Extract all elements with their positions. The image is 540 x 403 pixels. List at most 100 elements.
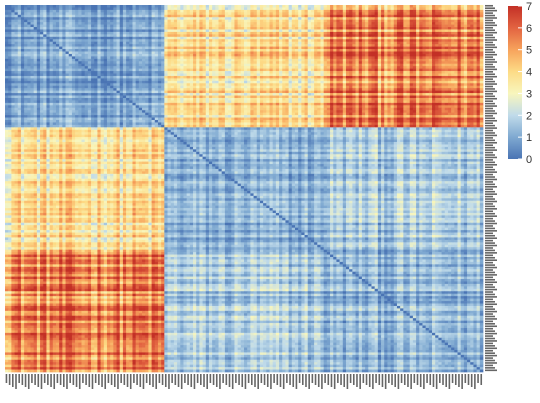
heatmap-cell — [208, 71, 213, 74]
heatmap-cell — [17, 5, 22, 8]
heatmap-cell — [314, 63, 318, 67]
heatmap-cell — [381, 61, 385, 65]
heatmap-cell — [457, 12, 462, 16]
heatmap-cell — [40, 78, 44, 82]
heatmap-cell — [145, 66, 149, 69]
heatmap-cell — [177, 56, 181, 60]
heatmap-cell — [409, 56, 414, 60]
heatmap-cell — [476, 75, 481, 79]
heatmap-cell — [199, 34, 203, 38]
heatmap-cell — [24, 51, 28, 55]
heatmap-cell — [129, 80, 133, 84]
heatmap-cell — [330, 61, 334, 65]
heatmap-cell — [304, 22, 309, 25]
heatmap-cell — [173, 56, 178, 60]
heatmap-cell — [349, 51, 353, 55]
heatmap-cell — [145, 36, 149, 40]
heatmap-cell — [479, 5, 484, 8]
heatmap-cell — [94, 85, 98, 89]
heatmap-cell — [266, 51, 270, 55]
heatmap-cell — [157, 51, 162, 55]
heatmap-cell — [87, 36, 92, 40]
heatmap-cell — [212, 73, 216, 77]
heatmap-cell — [180, 34, 184, 38]
heatmap-cell — [266, 73, 270, 77]
heatmap-cell — [177, 61, 181, 65]
heatmap-cell — [40, 61, 44, 65]
heatmap-cell — [425, 22, 430, 25]
heatmap-cell — [36, 78, 41, 82]
heatmap-cell — [365, 19, 369, 23]
heatmap-cell — [361, 49, 366, 52]
heatmap-cell — [390, 58, 395, 62]
heatmap-cell — [186, 41, 191, 45]
heatmap-cell — [342, 63, 347, 67]
heatmap-cell — [256, 36, 261, 40]
heatmap-cell — [342, 39, 347, 43]
heatmap-cell — [75, 36, 79, 40]
heatmap-cell — [65, 7, 70, 11]
heatmap-cell — [151, 9, 156, 13]
heatmap-cell — [339, 17, 344, 21]
heatmap-cell — [33, 27, 38, 30]
heatmap-cell — [470, 9, 474, 13]
heatmap-cell — [122, 66, 127, 69]
heatmap-cell — [266, 58, 270, 62]
heatmap-cell — [75, 49, 79, 52]
heatmap-cell — [291, 29, 296, 33]
heatmap-cell — [27, 7, 31, 11]
heatmap-cell — [59, 41, 63, 45]
heatmap-cell — [126, 53, 130, 57]
heatmap-cell — [358, 24, 363, 28]
heatmap-cell — [269, 49, 274, 52]
heatmap-cell — [106, 9, 111, 13]
heatmap-cell — [97, 34, 101, 38]
heatmap-cell — [269, 27, 274, 30]
heatmap-cell — [349, 71, 353, 74]
heatmap-cell — [349, 5, 353, 8]
heatmap-cell — [205, 31, 210, 35]
heatmap-cell — [317, 44, 321, 47]
heatmap-cell — [24, 66, 28, 69]
heatmap-cell — [24, 83, 28, 87]
heatmap-cell — [75, 58, 79, 62]
heatmap-cell — [330, 68, 334, 72]
heatmap-cell — [100, 63, 105, 67]
heatmap-cell — [419, 44, 423, 47]
heatmap-cell — [180, 12, 184, 16]
heatmap-cell — [463, 66, 468, 69]
heatmap-cell — [256, 53, 261, 57]
heatmap-cell — [231, 9, 235, 13]
heatmap-cell — [78, 53, 82, 57]
heatmap-cell — [406, 17, 411, 21]
heatmap-cell — [87, 85, 92, 89]
heatmap-cell — [432, 61, 436, 65]
heatmap-cell — [157, 73, 162, 77]
heatmap-cell — [457, 14, 462, 18]
heatmap-cell — [167, 78, 172, 82]
heatmap-cell — [100, 31, 105, 35]
heatmap-cell — [393, 5, 398, 8]
heatmap-cell — [345, 63, 350, 67]
heatmap-cell — [291, 34, 296, 38]
heatmap-cell — [180, 73, 184, 77]
heatmap-cell — [285, 80, 289, 84]
heatmap-cell — [177, 12, 181, 16]
heatmap-cell — [374, 44, 379, 47]
heatmap-cell — [154, 12, 159, 16]
heatmap-cell — [320, 27, 325, 30]
heatmap-cell — [193, 49, 197, 52]
heatmap-cell — [113, 31, 117, 35]
heatmap-cell — [212, 24, 216, 28]
heatmap-cell — [371, 53, 376, 57]
heatmap-cell — [151, 49, 156, 52]
heatmap-cell — [298, 39, 302, 43]
heatmap-cell — [288, 58, 293, 62]
heatmap-cell — [307, 63, 312, 67]
heatmap-cell — [231, 75, 235, 79]
heatmap-cell — [55, 71, 60, 74]
heatmap-cell — [78, 36, 82, 40]
heatmap-cell — [282, 73, 286, 77]
heatmap-cell — [349, 7, 353, 11]
heatmap-cell — [304, 7, 309, 11]
